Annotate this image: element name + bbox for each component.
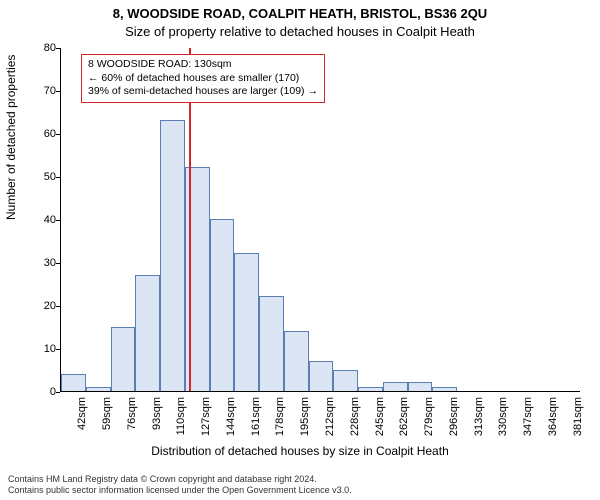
y-tick-label: 50 [44,171,56,183]
histogram-bar [333,370,358,392]
histogram-bar [86,387,111,391]
histogram-bar [259,296,284,391]
chart-title-address: 8, WOODSIDE ROAD, COALPIT HEATH, BRISTOL… [0,6,600,21]
x-tick-label: 178sqm [274,397,286,447]
x-tick-label: 42sqm [76,397,88,447]
histogram-bar [432,387,457,391]
y-tick-label: 60 [44,128,56,140]
histogram-bar [309,361,334,391]
histogram-bar [210,219,235,391]
x-tick-label: 127sqm [200,397,212,447]
footer-attribution: Contains HM Land Registry data © Crown c… [8,474,352,497]
x-tick-label: 59sqm [101,397,113,447]
x-tick-label: 296sqm [448,397,460,447]
y-tick-mark [56,392,60,393]
histogram-bar [358,387,383,391]
x-tick-label: 76sqm [126,397,138,447]
x-tick-label: 93sqm [151,397,163,447]
chart-container: 8, WOODSIDE ROAD, COALPIT HEATH, BRISTOL… [0,0,600,500]
x-tick-label: 161sqm [250,397,262,447]
footer-line-2: Contains public sector information licen… [8,485,352,496]
x-tick-label: 195sqm [299,397,311,447]
annotation-box: 8 WOODSIDE ROAD: 130sqm ← 60% of detache… [81,54,325,103]
histogram-bar [284,331,309,391]
x-tick-label: 245sqm [374,397,386,447]
annotation-line-3: 39% of semi-detached houses are larger (… [88,85,318,99]
histogram-bar [234,253,259,391]
x-tick-label: 364sqm [547,397,559,447]
histogram-bar [135,275,160,391]
histogram-bar [61,374,86,391]
x-tick-label: 110sqm [175,397,187,447]
histogram-bar [111,327,136,392]
x-tick-label: 279sqm [423,397,435,447]
y-tick-label: 30 [44,257,56,269]
chart-title-desc: Size of property relative to detached ho… [0,24,600,39]
x-tick-label: 313sqm [473,397,485,447]
y-tick-label: 40 [44,214,56,226]
histogram-bar [408,382,433,391]
x-tick-label: 330sqm [497,397,509,447]
x-tick-label: 228sqm [349,397,361,447]
y-axis-label: Number of detached properties [4,55,18,220]
footer-line-1: Contains HM Land Registry data © Crown c… [8,474,352,485]
x-tick-label: 347sqm [522,397,534,447]
y-tick-label: 10 [44,343,56,355]
y-tick-label: 70 [44,85,56,97]
x-axis-label: Distribution of detached houses by size … [0,444,600,458]
x-tick-label: 262sqm [398,397,410,447]
x-tick-label: 144sqm [225,397,237,447]
annotation-line-2: ← 60% of detached houses are smaller (17… [88,72,318,86]
x-tick-label: 212sqm [324,397,336,447]
y-tick-label: 20 [44,300,56,312]
histogram-bar [160,120,185,391]
histogram-bar [383,382,408,391]
x-tick-label: 381sqm [572,397,584,447]
y-tick-label: 80 [44,42,56,54]
plot-area: 8 WOODSIDE ROAD: 130sqm ← 60% of detache… [60,48,580,392]
annotation-line-1: 8 WOODSIDE ROAD: 130sqm [88,58,318,72]
